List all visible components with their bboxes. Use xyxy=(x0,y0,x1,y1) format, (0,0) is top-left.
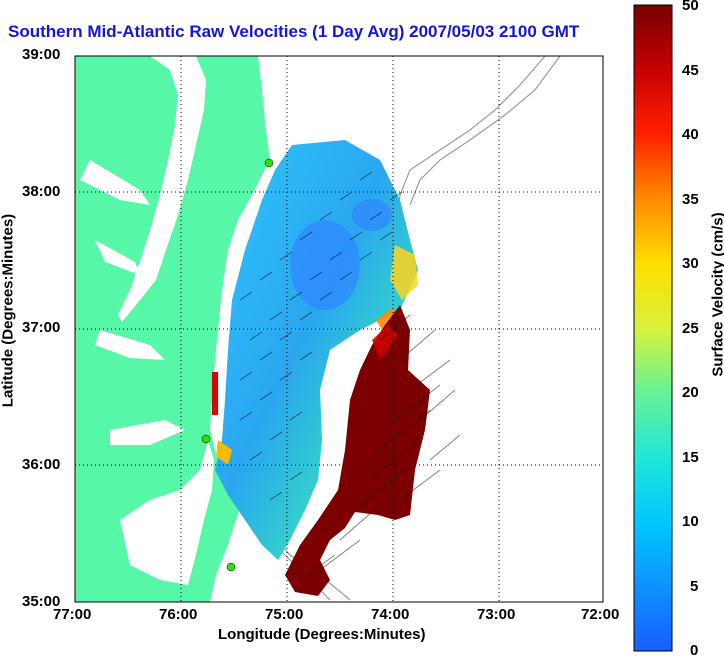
y-tick: 39:00 xyxy=(22,46,61,63)
x-tick: 73:00 xyxy=(477,606,516,623)
radar-site xyxy=(201,434,211,444)
x-tick: 75:00 xyxy=(265,606,304,623)
map-title: Southern Mid-Atlantic Raw Velocities (1 … xyxy=(8,22,580,41)
radar-site xyxy=(226,562,236,572)
colorbar-tick: 25 xyxy=(682,320,699,337)
colorbar-tick: 30 xyxy=(682,255,699,272)
x-tick: 77:00 xyxy=(53,606,92,623)
gulf-stream-core xyxy=(285,305,430,596)
y-axis-label: Latitude (Degrees:Minutes) xyxy=(0,213,17,408)
colorbar-tick: 40 xyxy=(682,126,699,143)
colorbar xyxy=(633,4,673,652)
colorbar-label: Surface Velocity (cm/s) xyxy=(709,212,724,377)
x-axis-label: Longitude (Degrees:Minutes) xyxy=(218,626,426,643)
plot-frame xyxy=(74,55,604,603)
colorbar-tick: 10 xyxy=(682,513,699,530)
x-tick: 72:00 xyxy=(581,606,620,623)
y-tick: 37:00 xyxy=(22,319,61,336)
grid xyxy=(75,56,603,602)
x-tick: 76:00 xyxy=(159,606,198,623)
colorbar-tick: 15 xyxy=(682,449,699,466)
colorbar-tick: 20 xyxy=(682,384,699,401)
colorbar-tick: 45 xyxy=(682,62,699,79)
colorbar-tick: 0 xyxy=(690,642,699,659)
colorbar-tick: 35 xyxy=(682,191,699,208)
radar-site xyxy=(264,158,274,168)
y-tick: 35:00 xyxy=(22,593,61,610)
pamlico-sound xyxy=(120,440,214,585)
x-tick: 74:00 xyxy=(371,606,410,623)
velocity-arrows xyxy=(239,171,461,581)
colorbar-tick: 5 xyxy=(690,578,699,595)
chesapeake-bay xyxy=(118,56,206,322)
velocity-field xyxy=(215,140,418,560)
y-tick: 38:00 xyxy=(22,183,61,200)
colorbar-tick: 50 xyxy=(682,0,699,14)
y-tick: 36:00 xyxy=(22,456,61,473)
